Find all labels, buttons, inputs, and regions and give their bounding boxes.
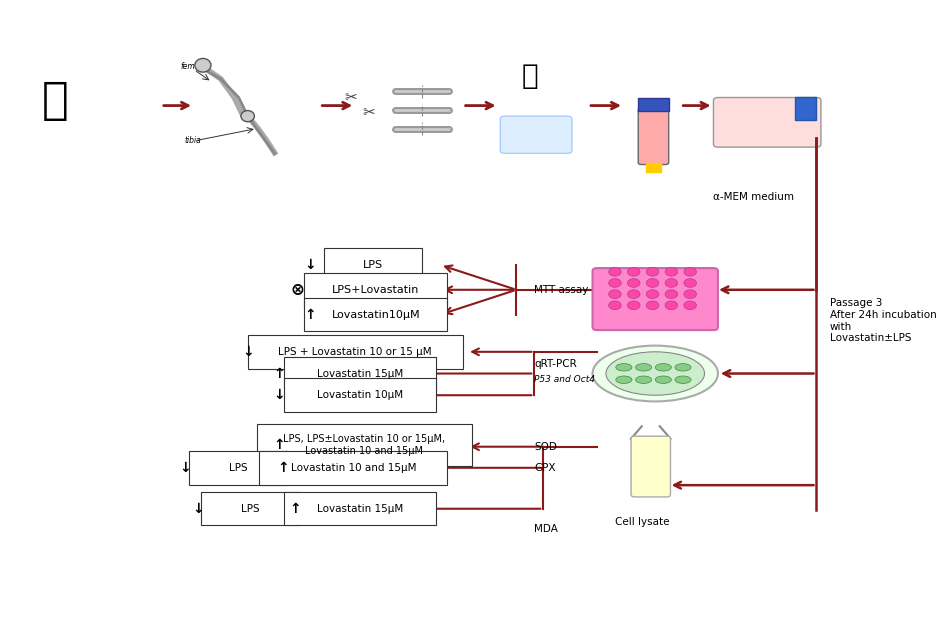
FancyBboxPatch shape — [304, 273, 447, 307]
Text: ↑: ↑ — [274, 438, 285, 452]
Text: ✂: ✂ — [344, 90, 357, 105]
Text: ↓: ↓ — [193, 502, 204, 516]
FancyBboxPatch shape — [248, 335, 463, 369]
FancyBboxPatch shape — [304, 298, 447, 331]
Circle shape — [665, 301, 677, 310]
Text: ↓: ↓ — [180, 461, 191, 475]
Text: ⊗: ⊗ — [290, 281, 304, 299]
Circle shape — [665, 267, 677, 276]
FancyBboxPatch shape — [189, 451, 288, 485]
FancyBboxPatch shape — [631, 436, 671, 497]
Text: Cell lysate: Cell lysate — [615, 517, 669, 528]
FancyBboxPatch shape — [201, 492, 299, 525]
Circle shape — [646, 267, 659, 276]
Circle shape — [646, 290, 659, 298]
Circle shape — [628, 301, 640, 310]
Text: Lovastatin 10 and 15μM: Lovastatin 10 and 15μM — [291, 463, 416, 473]
Circle shape — [646, 301, 659, 310]
FancyBboxPatch shape — [501, 116, 572, 153]
Text: SOD: SOD — [534, 442, 558, 452]
FancyBboxPatch shape — [283, 357, 436, 390]
FancyBboxPatch shape — [324, 248, 423, 282]
Ellipse shape — [195, 59, 211, 72]
Ellipse shape — [674, 376, 691, 383]
Text: femur: femur — [180, 62, 203, 71]
Text: LPS, LPS±Lovastatin 10 or 15μM,
Lovastatin 10 and 15μM: LPS, LPS±Lovastatin 10 or 15μM, Lovastat… — [283, 434, 446, 455]
Circle shape — [628, 278, 640, 287]
Text: LPS: LPS — [363, 260, 383, 270]
Ellipse shape — [606, 352, 705, 395]
Text: MTT assay: MTT assay — [534, 285, 589, 295]
Text: 🐀: 🐀 — [42, 79, 68, 122]
Ellipse shape — [616, 376, 632, 383]
FancyBboxPatch shape — [795, 97, 816, 120]
Text: Passage 3
After 24h incubation
with
Lovastatin±LPS: Passage 3 After 24h incubation with Lova… — [830, 298, 937, 343]
Ellipse shape — [636, 376, 652, 383]
Text: ↑: ↑ — [290, 502, 301, 516]
Circle shape — [684, 301, 696, 310]
Circle shape — [684, 290, 696, 298]
Text: ↑: ↑ — [277, 461, 290, 475]
FancyBboxPatch shape — [283, 492, 436, 525]
Text: MDA: MDA — [534, 523, 559, 533]
Text: ↓: ↓ — [242, 345, 254, 359]
FancyBboxPatch shape — [259, 451, 447, 485]
Ellipse shape — [636, 364, 652, 371]
Circle shape — [684, 278, 696, 287]
FancyBboxPatch shape — [256, 424, 471, 466]
Circle shape — [665, 290, 677, 298]
FancyBboxPatch shape — [283, 379, 436, 412]
Circle shape — [684, 267, 696, 276]
FancyBboxPatch shape — [638, 108, 669, 164]
Text: ✂: ✂ — [362, 105, 375, 120]
Ellipse shape — [593, 346, 718, 401]
Circle shape — [628, 290, 640, 298]
Text: 💉: 💉 — [522, 62, 538, 90]
Text: P53 and Oct4: P53 and Oct4 — [534, 375, 596, 384]
Text: qRT-PCR: qRT-PCR — [534, 359, 577, 369]
Text: Lovastatin 10μM: Lovastatin 10μM — [316, 390, 403, 400]
Text: ↓: ↓ — [305, 258, 316, 272]
Text: Lovastatin 15μM: Lovastatin 15μM — [316, 504, 403, 514]
Text: Lovastatin10μM: Lovastatin10μM — [332, 310, 420, 320]
Text: α-MEM medium: α-MEM medium — [713, 192, 794, 202]
Text: ↑: ↑ — [305, 308, 316, 321]
FancyBboxPatch shape — [638, 98, 669, 110]
Text: GPX: GPX — [534, 463, 556, 473]
Text: LPS + Lovastatin 10 or 15 μM: LPS + Lovastatin 10 or 15 μM — [278, 347, 432, 357]
Text: Lovastatin 15μM: Lovastatin 15μM — [316, 369, 403, 379]
Circle shape — [646, 278, 659, 287]
Circle shape — [609, 301, 621, 310]
Ellipse shape — [674, 364, 691, 371]
FancyBboxPatch shape — [593, 268, 718, 330]
Circle shape — [609, 267, 621, 276]
Ellipse shape — [656, 376, 672, 383]
Text: tibia: tibia — [185, 136, 201, 145]
Ellipse shape — [656, 364, 672, 371]
Ellipse shape — [616, 364, 632, 371]
Circle shape — [609, 290, 621, 298]
Text: ↓: ↓ — [274, 388, 285, 402]
Circle shape — [628, 267, 640, 276]
Text: LPS: LPS — [241, 504, 259, 514]
Circle shape — [665, 278, 677, 287]
Text: LPS+Lovastatin: LPS+Lovastatin — [332, 285, 420, 295]
Text: ↑: ↑ — [274, 366, 285, 381]
Ellipse shape — [241, 110, 255, 121]
Circle shape — [609, 278, 621, 287]
FancyBboxPatch shape — [713, 98, 821, 147]
Text: LPS: LPS — [230, 463, 248, 473]
